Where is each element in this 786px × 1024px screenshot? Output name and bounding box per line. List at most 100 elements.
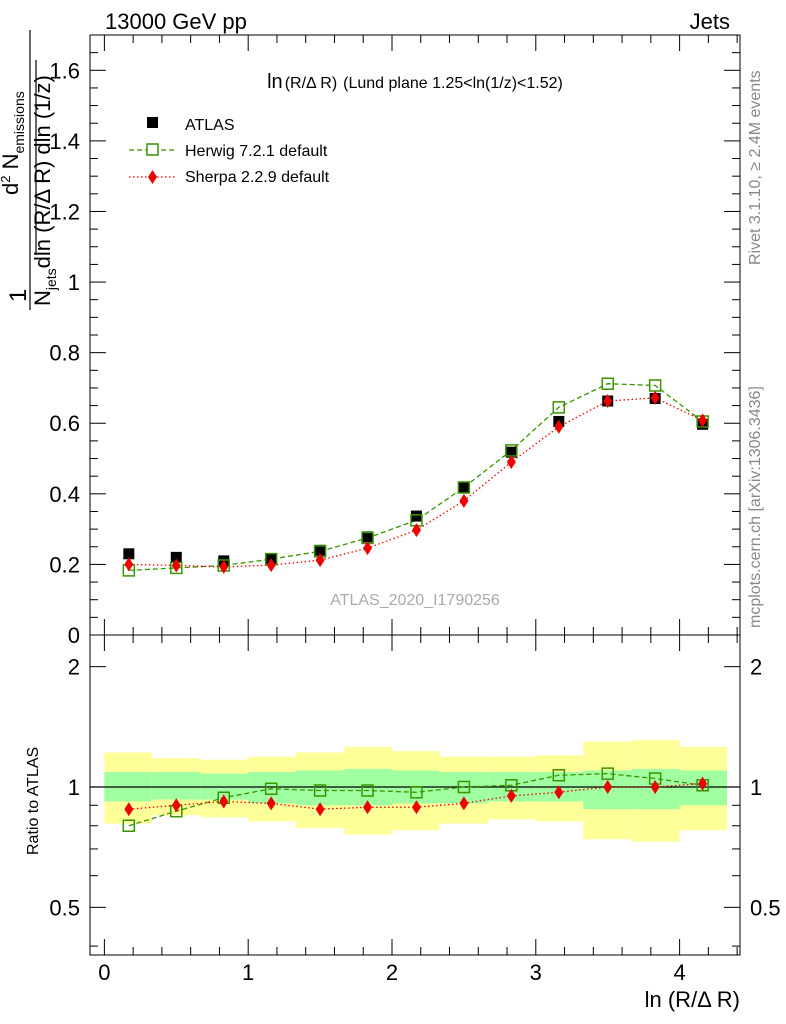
herwig-point bbox=[552, 401, 566, 414]
herwig-point bbox=[601, 377, 614, 390]
main-panel: 0 0.2 0.4 0.6 0.8 1 1.2 1.4 1.6 ATLAS_2020_I1790… bbox=[0, 30, 741, 648]
main-data-marks bbox=[122, 377, 709, 577]
ratio-band-inner bbox=[151, 772, 201, 800]
y-title-one: 1 bbox=[5, 289, 32, 302]
ratio-y-tick-labels: 0.5 0.5 1 1 2 2 bbox=[49, 655, 780, 921]
sherpa-point bbox=[266, 558, 276, 573]
atlas-point bbox=[123, 548, 135, 560]
atlas-point bbox=[314, 544, 326, 556]
ratio-data-marks bbox=[122, 767, 709, 832]
ratio-y-tick-label-right: 1 bbox=[750, 775, 762, 800]
main-y-tick-label: 0.6 bbox=[49, 411, 80, 436]
ratio-sherpa-point bbox=[459, 796, 469, 811]
atlas-point bbox=[410, 510, 422, 522]
ratio-band-inner bbox=[295, 770, 345, 806]
main-y-axis-title: 1 Njetsdln (R/Δ R) dln (1/z) d2 Nemissio… bbox=[0, 30, 59, 310]
mcplots-label: mcplots.cern.ch [arXiv:1306.3436] bbox=[747, 386, 764, 628]
legend-herwig-label: Herwig 7.2.1 default bbox=[185, 143, 328, 160]
sherpa-point bbox=[459, 493, 469, 508]
ratio-sherpa-point bbox=[603, 780, 613, 795]
ratio-herwig-point bbox=[601, 767, 614, 780]
ratio-sherpa-point bbox=[315, 802, 325, 817]
ratio-sherpa-point bbox=[124, 802, 134, 817]
legend-atlas-label: ATLAS bbox=[185, 117, 235, 134]
main-y-tick-label: 1.6 bbox=[49, 58, 80, 83]
main-y-tick-labels: 0 0.2 0.4 0.6 0.8 1 1.2 1.4 1.6 bbox=[49, 58, 80, 648]
sherpa-point bbox=[650, 390, 660, 405]
legend-atlas-marker bbox=[147, 117, 158, 128]
ratio-axis-ticks bbox=[90, 635, 740, 955]
main-y-tick-label: 0.2 bbox=[49, 552, 80, 577]
energy-label: 13000 GeV pp bbox=[105, 9, 247, 34]
rivet-version-label: Rivet 3.1.10, ≥ 2.4M events bbox=[747, 70, 764, 265]
main-y-tick-label: 1.2 bbox=[49, 199, 80, 224]
legend-herwig-marker bbox=[146, 143, 159, 156]
x-tick-labels: 0 1 2 3 4 bbox=[98, 960, 685, 985]
main-y-tick-label: 0.8 bbox=[49, 341, 80, 366]
ratio-herwig-point bbox=[410, 786, 423, 799]
legend-sherpa-label: Sherpa 2.2.9 default bbox=[185, 169, 330, 186]
y-title-numerator: d2 Nemissions bbox=[0, 91, 27, 195]
ratio-sherpa-point bbox=[554, 785, 564, 800]
title-rest: (Lund plane 1.25<ln(1/z)<1.52) bbox=[343, 75, 563, 92]
ratio-frame bbox=[89, 634, 741, 956]
sherpa-point bbox=[603, 394, 613, 408]
sherpa-point bbox=[219, 559, 229, 574]
plot-title: ln (R/Δ R) (Lund plane 1.25<ln(1/z)<1.52) bbox=[267, 71, 563, 93]
analysis-watermark: ATLAS_2020_I1790256 bbox=[330, 592, 500, 609]
sherpa-point bbox=[698, 413, 708, 428]
atlas-point bbox=[170, 551, 182, 563]
y-title-denominator: Njetsdln (R/Δ R) dln (1/z) bbox=[30, 75, 59, 306]
ratio-herwig-point bbox=[457, 780, 471, 794]
ratio-panel: 0.5 0.5 1 1 2 2 Ratio to ATLAS 0 1 2 3 4 ln (R/Δ … bbox=[25, 634, 781, 1012]
main-axis-ticks bbox=[90, 34, 740, 636]
x-tick-label: 0 bbox=[98, 960, 110, 985]
ratio-herwig-point bbox=[552, 769, 566, 782]
title-main: ln bbox=[267, 71, 283, 93]
sherpa-point bbox=[554, 419, 564, 434]
sherpa-point bbox=[363, 541, 373, 556]
x-tick-label: 4 bbox=[673, 960, 685, 985]
legend: ATLAS Herwig 7.2.1 default Sherpa 2.2.9 … bbox=[129, 117, 330, 186]
ratio-herwig-point bbox=[122, 819, 136, 832]
main-y-tick-label: 1.4 bbox=[49, 129, 80, 154]
x-axis-title: ln (R/Δ R) bbox=[645, 987, 740, 1012]
jets-tag: Jets bbox=[690, 9, 730, 34]
ratio-sherpa-point bbox=[266, 796, 276, 811]
x-tick-label: 2 bbox=[386, 960, 398, 985]
herwig-point bbox=[457, 481, 471, 494]
x-tick-label: 1 bbox=[242, 960, 254, 985]
ratio-y-tick-label-right: 2 bbox=[750, 655, 762, 680]
ratio-sherpa-point bbox=[650, 780, 660, 795]
ratio-sherpa-point bbox=[506, 788, 516, 803]
ratio-y-tick-label: 0.5 bbox=[49, 895, 80, 920]
ratio-y-tick-label: 2 bbox=[68, 655, 80, 680]
atlas-point bbox=[362, 531, 374, 543]
sherpa-point bbox=[411, 523, 421, 538]
main-y-tick-label: 1 bbox=[68, 270, 80, 295]
ratio-herwig-point bbox=[361, 784, 374, 797]
herwig-line bbox=[128, 383, 704, 572]
ratio-y-tick-label: 1 bbox=[68, 775, 80, 800]
legend-sherpa-marker bbox=[148, 170, 157, 184]
atlas-point bbox=[458, 481, 470, 493]
main-y-tick-label: 0 bbox=[68, 623, 80, 648]
sherpa-point bbox=[315, 553, 325, 568]
atlas-point bbox=[505, 446, 517, 458]
main-y-tick-label: 0.4 bbox=[49, 482, 80, 507]
ratio-uncertainty-bands bbox=[104, 740, 728, 842]
ratio-herwig-point bbox=[313, 784, 327, 797]
sherpa-point bbox=[124, 557, 134, 572]
x-tick-label: 3 bbox=[530, 960, 542, 985]
sherpa-line bbox=[128, 397, 703, 568]
ratio-y-axis-title: Ratio to ATLAS bbox=[25, 747, 42, 855]
sherpa-point bbox=[506, 455, 516, 470]
sherpa-point bbox=[171, 558, 181, 573]
ratio-sherpa-point bbox=[363, 800, 373, 815]
ratio-sherpa-point bbox=[171, 798, 181, 813]
ratio-y-tick-label-right: 0.5 bbox=[750, 895, 781, 920]
ratio-sherpa-point bbox=[411, 800, 421, 815]
ratio-sherpa-point bbox=[219, 794, 229, 809]
title-paren: (R/Δ R) bbox=[285, 75, 337, 92]
